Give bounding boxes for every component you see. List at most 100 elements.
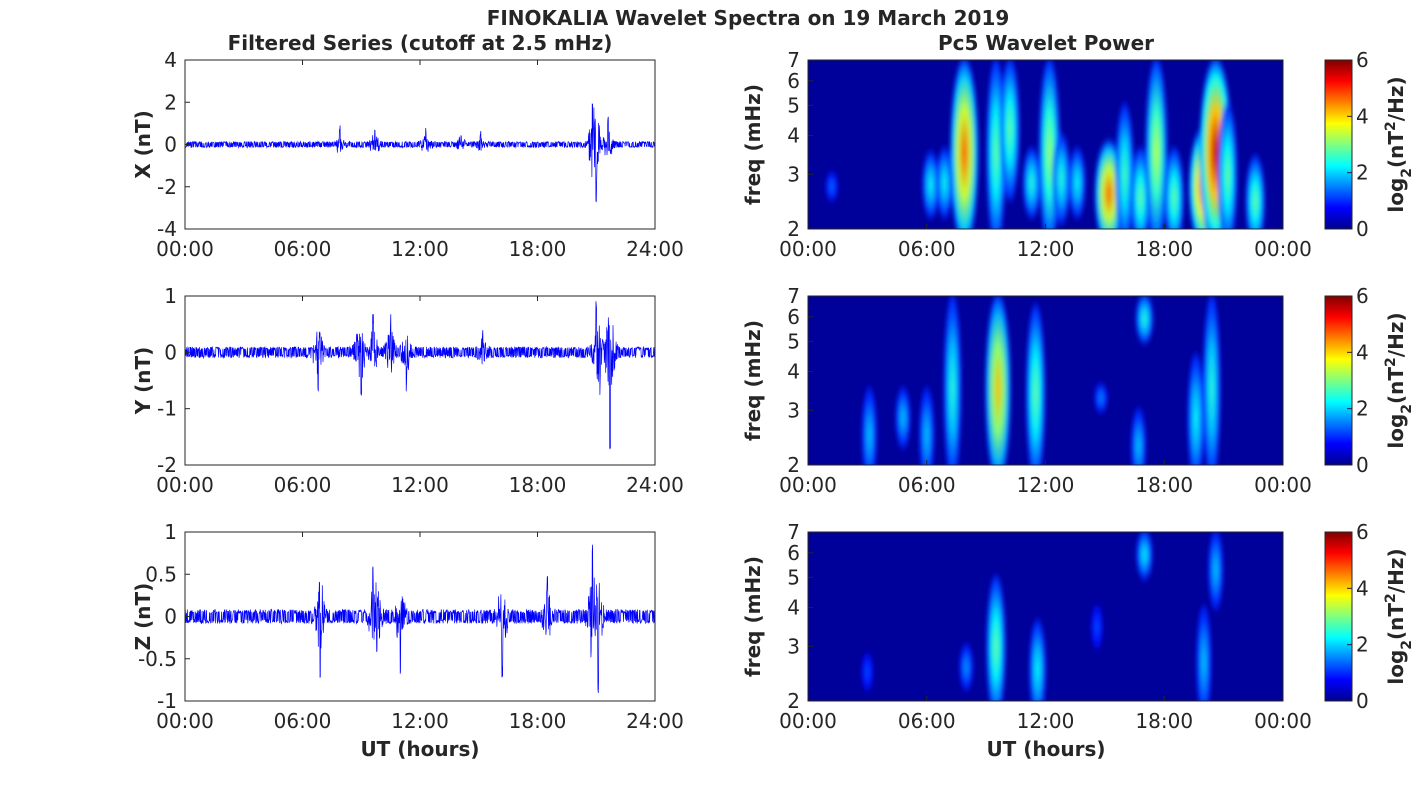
heatmap-blob <box>986 575 1006 701</box>
x-tick-label: 06:00 <box>274 709 332 733</box>
x-tick-label: 12:00 <box>391 237 449 261</box>
series-panel-1: -2 -1 0 1 00:00 06:00 12:00 18:00 24:00 Y (nT) <box>131 284 684 497</box>
y-tick-label: -2 <box>157 175 177 199</box>
x-tick-label: 12:00 <box>1017 237 1075 261</box>
heatmap-blob <box>861 387 877 465</box>
y-tick-label: 4 <box>164 48 177 72</box>
y-tick-label: 2 <box>164 90 177 114</box>
heatmap-blob <box>986 60 1006 229</box>
heatmap-blob <box>1208 532 1224 610</box>
heatmap-blob <box>1136 532 1153 580</box>
heatmap-blob <box>1022 147 1041 219</box>
y-tick-label: 7 <box>787 284 800 308</box>
colorbar <box>1324 531 1353 702</box>
y-tick-label: 0 <box>164 340 177 364</box>
heatmap-blob <box>1052 133 1071 225</box>
y-axis-label: freq (mHz) <box>741 84 765 205</box>
heatmap-blob <box>1187 353 1205 465</box>
y-tick-label: 5 <box>787 329 800 353</box>
x-tick-label: 24:00 <box>626 709 684 733</box>
x-tick-label: 18:00 <box>1135 709 1193 733</box>
heatmap-blobs <box>861 532 1224 701</box>
x-tick-label: 18:00 <box>509 237 567 261</box>
y-tick-label: 1 <box>164 284 177 308</box>
colorbar <box>1324 295 1353 466</box>
heatmap-blob <box>922 151 940 219</box>
colorbar-tick-label: 0 <box>1356 217 1369 241</box>
series-line <box>184 544 656 694</box>
x-tick-label: 12:00 <box>1017 473 1075 497</box>
heatmap-blobs <box>861 296 1221 465</box>
figure-title: FINOKALIA Wavelet Spectra on 19 March 20… <box>487 6 1010 30</box>
y-tick-label: 2 <box>787 453 800 477</box>
left-column-title: Filtered Series (cutoff at 2.5 mHz) <box>228 31 613 55</box>
plot-area <box>185 296 655 465</box>
right-xlabel: UT (hours) <box>986 737 1105 761</box>
heatmap-blob <box>1164 147 1184 229</box>
y-tick-label: 2 <box>787 217 800 241</box>
y-tick-label: 0 <box>164 133 177 157</box>
heatmap-blob <box>1217 103 1238 229</box>
y-tick-label: 3 <box>787 634 800 658</box>
colorbar-tick-label: 0 <box>1356 689 1369 713</box>
y-tick-label: -1 <box>157 689 177 713</box>
heatmap-blob <box>985 296 1011 465</box>
colorbar-tick-label: 6 <box>1356 520 1369 544</box>
heatmap-blob <box>1245 155 1266 229</box>
right-column-title: Pc5 Wavelet Power <box>938 31 1154 55</box>
x-tick-label: 18:00 <box>509 709 567 733</box>
colorbar-tick-label: 0 <box>1356 453 1369 477</box>
heatmap-blob <box>1029 619 1046 701</box>
heatmap-blob <box>1068 147 1086 219</box>
y-tick-label: 2 <box>787 689 800 713</box>
x-tick-label: 18:00 <box>1135 473 1193 497</box>
y-axis-label: freq (mHz) <box>741 556 765 677</box>
colorbar-tick-label: 2 <box>1356 397 1369 421</box>
heatmap-blob <box>950 60 979 229</box>
x-tick-label: 06:00 <box>898 237 956 261</box>
x-tick-label: 12:00 <box>1017 709 1075 733</box>
left-xlabel: UT (hours) <box>360 737 479 761</box>
colorbar-label: log2(nT2/Hz) <box>1383 548 1415 684</box>
heatmap-blob <box>1145 60 1168 229</box>
heatmap-blob <box>1131 408 1147 465</box>
heatmap-blob <box>1091 605 1103 649</box>
x-tick-label: 24:00 <box>626 237 684 261</box>
colorbar-tick-label: 4 <box>1356 104 1369 128</box>
y-axis-label: freq (mHz) <box>741 320 765 441</box>
heatmap-blob <box>1196 605 1212 701</box>
colorbar-label: log2(nT2/Hz) <box>1383 76 1415 212</box>
colorbar-tick-label: 6 <box>1356 48 1369 72</box>
y-tick-label: -0.5 <box>138 647 177 671</box>
heatmap-blob <box>1000 60 1020 201</box>
x-tick-label: 00:00 <box>1254 709 1312 733</box>
x-tick-label: 00:00 <box>1254 237 1312 261</box>
y-tick-label: 6 <box>787 541 800 565</box>
heatmap-blob <box>1202 296 1221 465</box>
heatmap-blob <box>1135 296 1154 344</box>
heatmap-blob <box>959 644 974 691</box>
y-tick-label: -4 <box>157 217 177 241</box>
series-panel-2: -1 -0.5 0 0.5 1 00:00 06:00 12:00 18:00 24:00 Z (n… <box>131 520 684 733</box>
x-tick-label: 00:00 <box>779 237 837 261</box>
x-tick-label: 06:00 <box>898 709 956 733</box>
x-tick-label: 18:00 <box>509 473 567 497</box>
series-line <box>184 103 656 203</box>
heatmap-blob <box>861 653 874 691</box>
heatmap-blob <box>936 147 953 219</box>
x-tick-label: 18:00 <box>1135 237 1193 261</box>
x-tick-label: 00:00 <box>156 473 214 497</box>
colorbar-tick-label: 4 <box>1356 576 1369 600</box>
x-tick-label: 06:00 <box>898 473 956 497</box>
x-tick-label: 06:00 <box>274 237 332 261</box>
heatmap-blob <box>825 172 838 201</box>
y-tick-label: 7 <box>787 520 800 544</box>
x-tick-label: 00:00 <box>156 237 214 261</box>
x-tick-label: 12:00 <box>391 709 449 733</box>
y-tick-label: 0 <box>164 605 177 629</box>
y-tick-label: -1 <box>157 397 177 421</box>
x-tick-label: 00:00 <box>779 709 837 733</box>
colorbar <box>1324 59 1353 230</box>
y-axis-label: Z (nT) <box>131 583 155 651</box>
